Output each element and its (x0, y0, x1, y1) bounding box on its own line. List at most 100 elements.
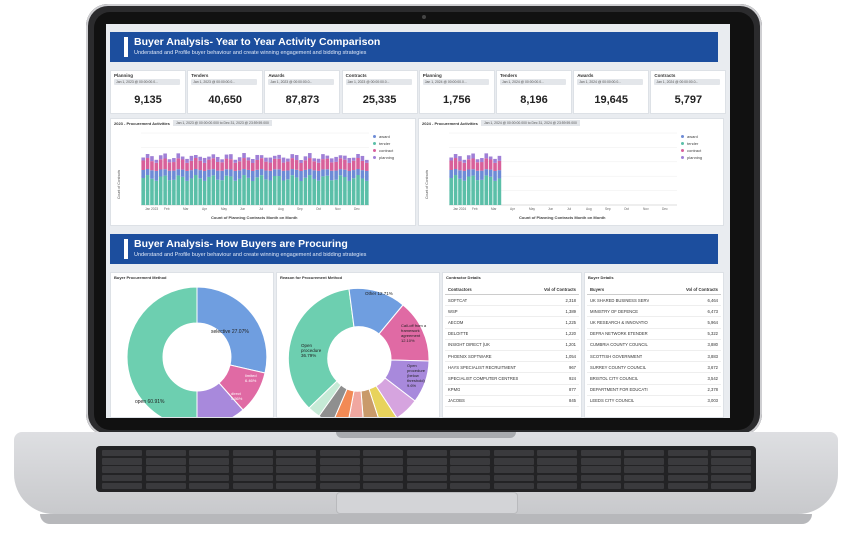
table-row[interactable]: PHOENIX SOFTWARE 1,054 (445, 351, 579, 363)
col-volume[interactable]: Vol of Contracts (685, 287, 718, 292)
label-direct: direct 5.56% (231, 391, 243, 401)
row-name: MINISTRY OF DEFENCE (590, 308, 639, 314)
bar-segment (255, 177, 259, 205)
table-row[interactable]: UK RESEARCH & INNOVATIO 5,964 (587, 317, 721, 329)
bar-segment (176, 158, 181, 170)
bar-segment (466, 155, 471, 160)
table-row[interactable]: SURREY COUNTY COUNCIL 3,672 (587, 362, 721, 374)
legend-item[interactable]: tender (373, 140, 394, 147)
kpi-date-filter[interactable]: Jan 1, 2023 @ 00:00:00.0... (345, 79, 412, 85)
panel-title: Contractor Details (446, 275, 481, 280)
kpi-date-filter[interactable]: Jan 1, 2024 @ 00:00:00.0... (577, 79, 644, 85)
table-row[interactable]: CUMBRIA COUNTY COUNCIL 3,880 (587, 340, 721, 351)
laptop-hinge (336, 432, 516, 438)
date-range-filter[interactable]: Jan 1, 2024 @ 00:00:00.000 to Dec 31, 20… (481, 120, 580, 126)
bar-segment (365, 159, 369, 163)
bar-segment (220, 170, 224, 181)
method-panel: Buyer Procurement Method selective 27.07… (110, 272, 274, 418)
x-tick-label: Apr (510, 207, 516, 211)
bar-segment (242, 175, 246, 205)
bar-segment (312, 170, 316, 179)
bar-segment (343, 155, 347, 160)
kpi-value: 8,196 (520, 94, 548, 106)
table-row[interactable]: DELOITTE 1,220 (445, 329, 579, 340)
x-tick-label: Jan 2023 (145, 207, 158, 211)
legend-swatch (373, 149, 376, 153)
table-row[interactable]: DEFRA NETWORK ETENDER 5,322 (587, 329, 721, 340)
bar-segment (242, 158, 246, 170)
x-axis-label: Count of Planning Contracts Month on Mon… (519, 215, 606, 220)
table-row[interactable]: MINISTRY OF DEFENCE 6,473 (587, 306, 721, 318)
kpi-card: Planning Jan 1, 2023 @ 00:00:00.0... 9,1… (110, 70, 186, 114)
table-row[interactable]: KPMG 877 (445, 385, 579, 396)
keyboard-key (189, 450, 229, 457)
bar-segment (365, 180, 369, 205)
bar-segment (334, 156, 338, 162)
bar-chart-2024: Jan 2024 Feb Mar Apr May Jun Jul Aug Sep Oct Nov De… (449, 132, 677, 211)
chart-title: 2024 - Procurement Activities (422, 121, 478, 126)
kpi-date-filter[interactable]: Jan 1, 2024 @ 00:00:00.0... (500, 79, 566, 85)
table-row[interactable]: AECOM 1,225 (445, 317, 579, 329)
bar-segment (488, 156, 493, 160)
table-row[interactable]: INSIGHT DIRECT (UK 1,201 (445, 340, 579, 351)
col-contractors[interactable]: Contractors (448, 287, 472, 292)
keyboard-key (711, 474, 751, 481)
table-row[interactable]: DEPARTMENT FOR EDUCATI 2,378 (587, 385, 721, 396)
table-row[interactable]: SOFTCAT 2,318 (445, 295, 579, 307)
method-donut (126, 286, 268, 417)
kpi-card: Planning Jan 1, 2024 @ 00:00:00.0... 1,7… (418, 70, 495, 114)
keyboard-key (102, 482, 142, 490)
keyboard-key (145, 466, 186, 473)
keyboard-key (667, 450, 708, 457)
kpi-value: 5,797 (674, 94, 703, 106)
buyer-panel: Buyer Details Buyers Vol of Contracts UK … (584, 272, 724, 418)
kpi-label: Contracts (345, 73, 367, 78)
table-header[interactable]: Buyers Vol of Contracts (587, 285, 721, 295)
bar-segment (224, 175, 229, 205)
table-row[interactable]: HAYS SPECIALIST RECRUITMENT 967 (445, 362, 579, 374)
legend-item[interactable]: award (373, 133, 394, 140)
keyboard-key (406, 482, 447, 490)
x-tick-label: Jun (548, 207, 553, 211)
legend-item[interactable]: contract (373, 147, 394, 154)
legend-item[interactable]: award (681, 133, 702, 140)
table-row[interactable]: SPECIALIST COMPUTER CENTRES 924 (445, 373, 579, 385)
row-value: 3,880 (707, 342, 718, 348)
table-row[interactable]: UK SHARED BUSINESS SERV 6,464 (587, 295, 721, 307)
table-row[interactable]: BRISTOL CITY COUNCIL 3,542 (587, 373, 721, 385)
legend-item[interactable]: tender (681, 140, 702, 147)
bar-segment (233, 162, 238, 171)
keyboard-key (711, 458, 751, 465)
bar-segment (220, 180, 224, 205)
table-row[interactable]: JACOBS 845 (445, 396, 579, 407)
col-volume[interactable]: Vol of Contracts (543, 287, 576, 292)
keyboard-key (667, 474, 708, 481)
row-value: 1,225 (565, 319, 576, 325)
keyboard-key (232, 466, 273, 473)
bar-segment (356, 154, 360, 159)
kpi-date-filter[interactable]: Jan 1, 2024 @ 00:00:00.0... (422, 79, 489, 85)
col-buyers[interactable]: Buyers (590, 287, 605, 292)
kpi-date-filter[interactable]: Jan 1, 2023 @ 00:00:00.0... (268, 79, 335, 85)
keyboard-key (363, 450, 403, 457)
kpi-date-filter[interactable]: Jan 1, 2023 @ 00:00:00.0... (114, 79, 180, 85)
table-row[interactable]: LEEDS CITY COUNCIL 3,003 (587, 396, 721, 407)
legend-item[interactable]: contract (681, 147, 702, 154)
bar-segment (484, 153, 489, 159)
table-row[interactable]: WSP 1,389 (445, 306, 579, 318)
legend-item[interactable]: planning (681, 154, 702, 161)
bar-segment (329, 162, 334, 171)
legend-item[interactable]: planning (373, 154, 394, 161)
keyboard-key (276, 466, 316, 473)
date-range-filter[interactable]: Jan 1, 2023 @ 00:00:00.000 to Dec 31, 20… (173, 120, 272, 126)
table-row[interactable]: SCOTTISH GOVERNMENT 3,883 (587, 351, 721, 363)
table-header[interactable]: Contractors Vol of Contracts (445, 285, 579, 295)
label-selective: selective 27.07% (211, 329, 249, 335)
bar-segment (246, 169, 251, 178)
kpi-date-filter[interactable]: Jan 1, 2023 @ 00:00:00.0... (191, 79, 258, 85)
bar-segment (251, 170, 255, 181)
kpi-date-filter[interactable]: Jan 1, 2024 @ 00:00:00.0... (654, 79, 721, 85)
bar-segment (141, 160, 145, 170)
section-subtitle: Understand and Profile buyer behaviour a… (134, 252, 367, 258)
keyboard-key (232, 482, 273, 490)
